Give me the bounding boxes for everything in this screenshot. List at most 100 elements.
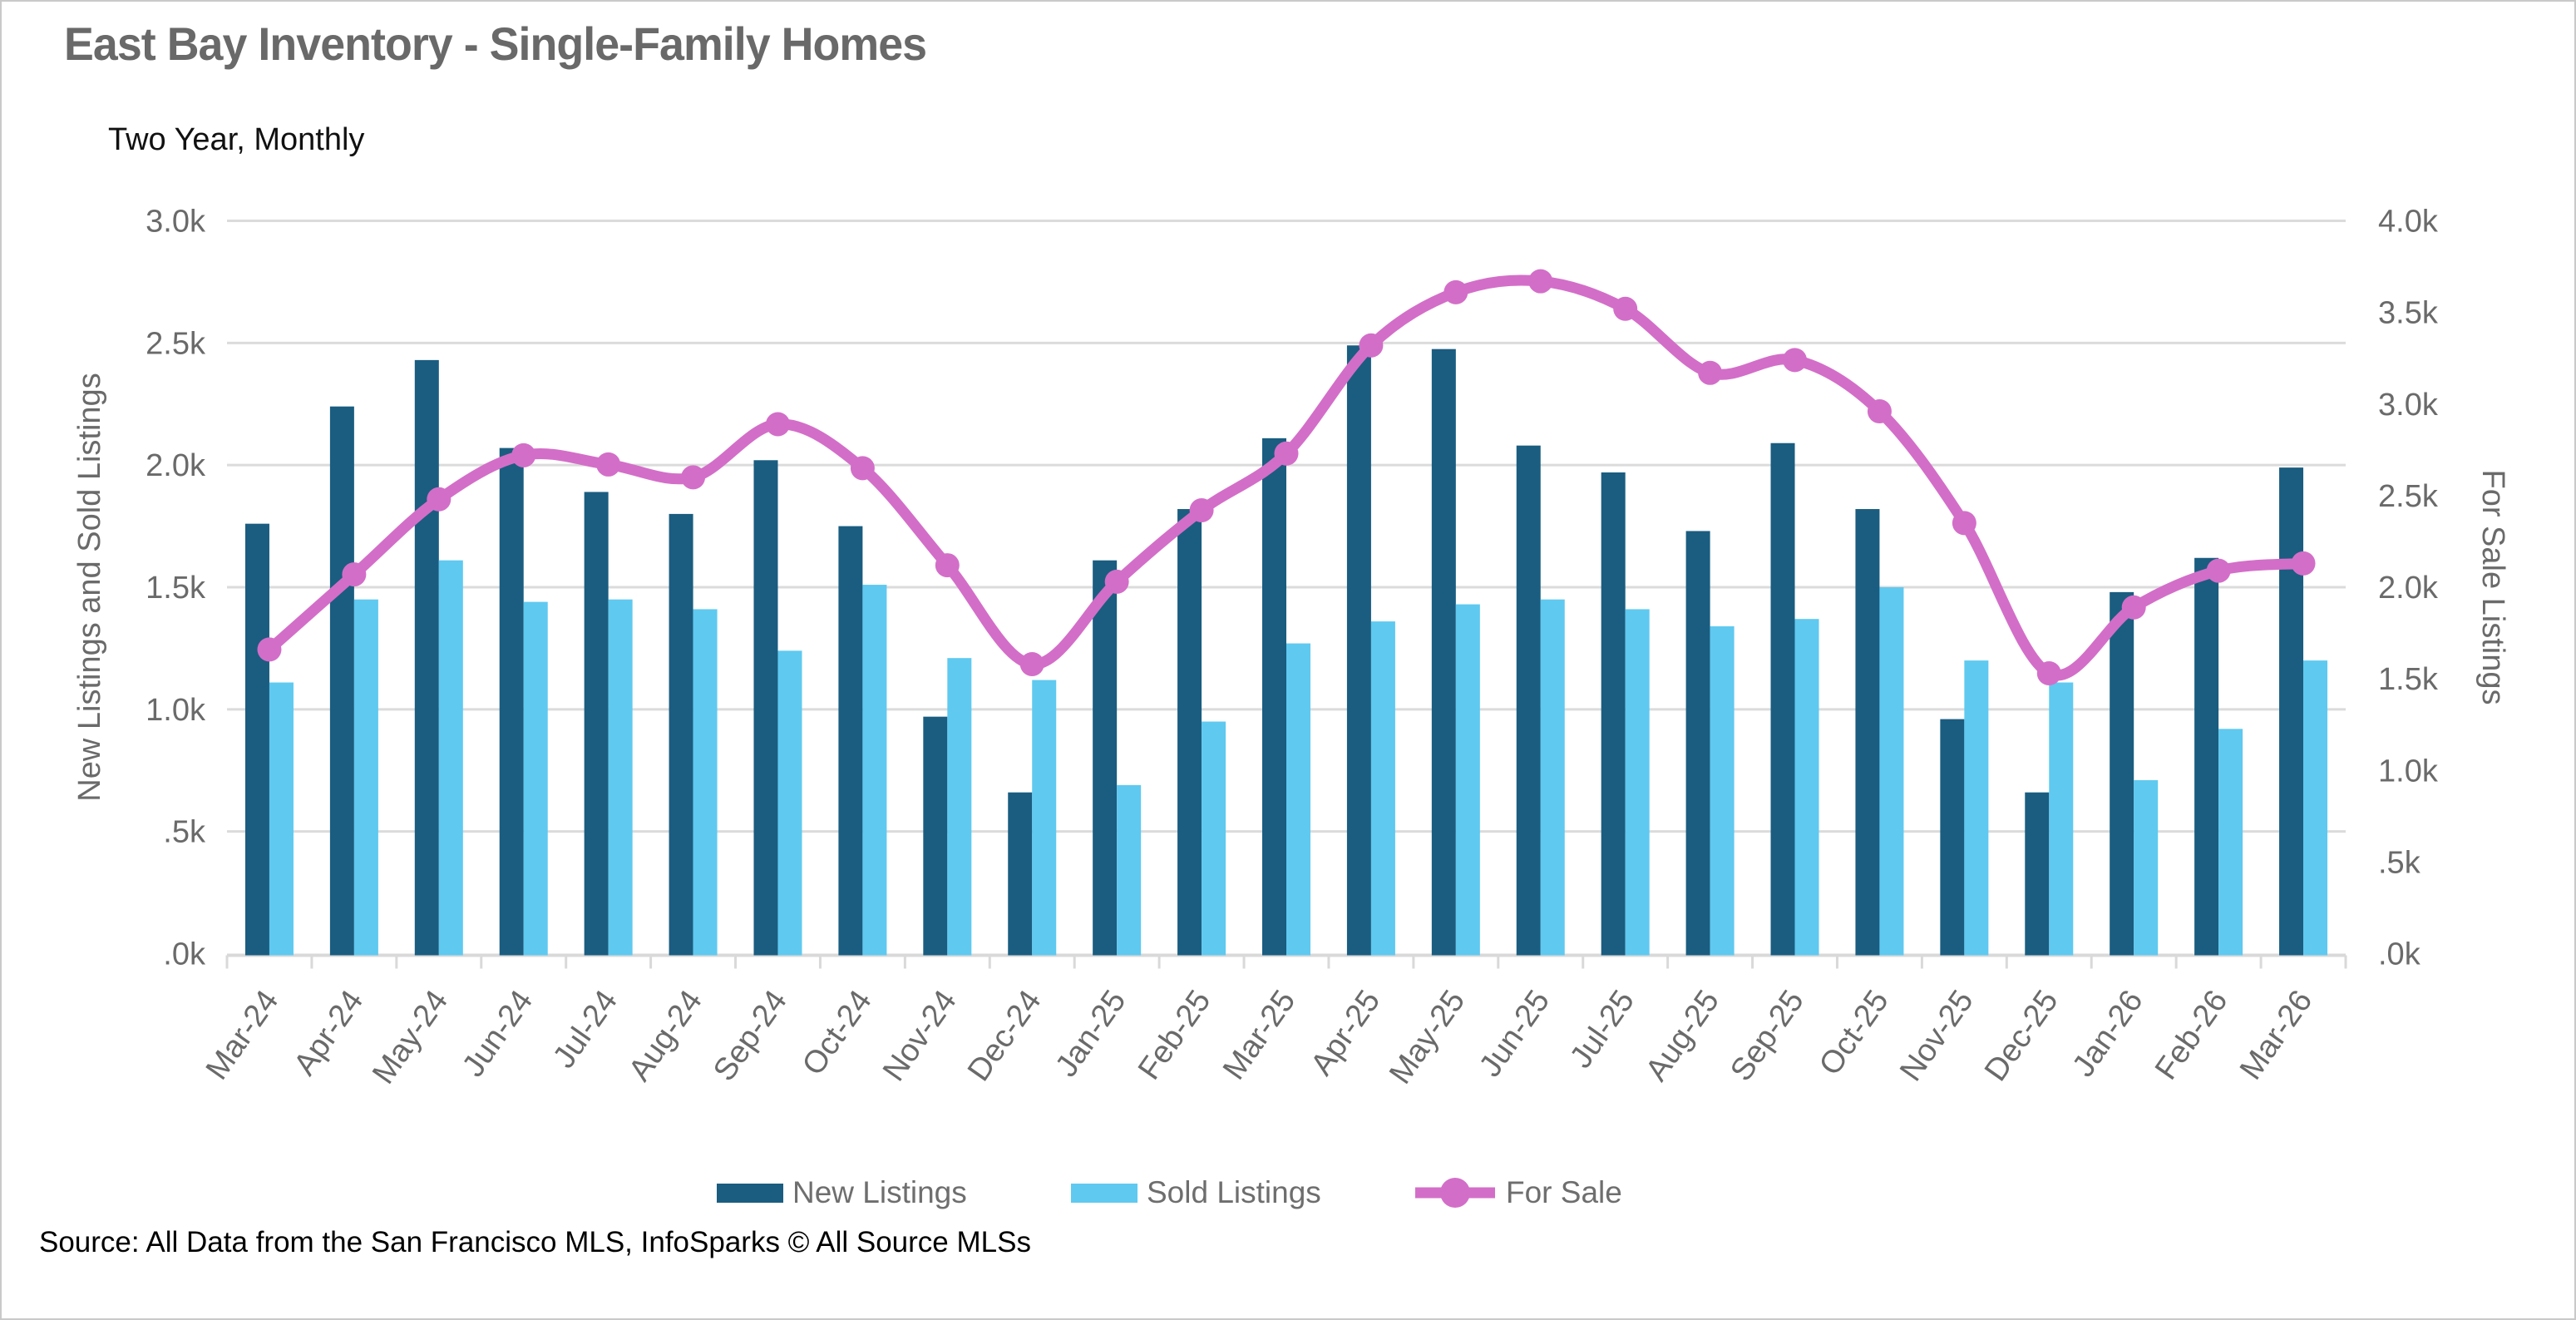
x-axis-month-label: Jul-25: [1563, 984, 1641, 1075]
right-axis-tick-label: .5k: [2378, 845, 2421, 880]
for-sale-point-Jun-24: [511, 442, 536, 467]
x-axis-month-label: Apr-25: [1304, 984, 1387, 1082]
right-axis-tick-label: 2.0k: [2378, 571, 2439, 606]
for-sale-point-Aug-25: [1698, 360, 1723, 385]
bar-sold-listings-Aug-25: [1710, 625, 1735, 956]
for-sale-point-Sep-25: [1783, 348, 1808, 373]
right-axis-tick-label: 1.0k: [2378, 754, 2439, 789]
for-sale-point-Apr-25: [1359, 333, 1384, 358]
bar-new-listings-Feb-25: [1177, 509, 1202, 956]
right-axis-tick-label: 3.5k: [2378, 296, 2439, 331]
x-axis-month-label: Jun-24: [456, 984, 540, 1083]
x-axis-month-label: Dec-24: [961, 984, 1049, 1087]
bar-sold-listings-Jul-25: [1625, 609, 1650, 956]
left-axis-title: New Listings and Sold Listings: [72, 373, 107, 801]
for-sale-point-Mar-25: [1274, 441, 1299, 466]
for-sale-point-Nov-25: [1952, 511, 1976, 536]
left-axis-tick-label: 2.5k: [146, 326, 206, 361]
x-axis-month-label: May-24: [366, 984, 455, 1090]
bar-new-listings-Mar-24: [244, 523, 269, 956]
bar-new-listings-Mar-26: [2279, 467, 2304, 956]
left-axis-tick-label: 2.0k: [146, 448, 206, 483]
bar-sold-listings-Apr-25: [1370, 621, 1395, 956]
right-axis-tick-label: 1.5k: [2378, 662, 2439, 697]
x-axis-month-label: Jan-25: [1049, 984, 1133, 1083]
for-sale-point-Feb-25: [1189, 497, 1214, 522]
for-sale-point-Oct-25: [1867, 399, 1892, 424]
bar-sold-listings-Mar-24: [269, 682, 294, 956]
bar-sold-listings-Jun-25: [1540, 599, 1565, 956]
for-sale-point-May-24: [427, 487, 452, 512]
legend: New Listings Sold Listings For Sale: [2, 1173, 2574, 1223]
legend-label-new-listings: New Listings: [792, 1175, 967, 1209]
bar-new-listings-Oct-25: [1855, 509, 1880, 956]
bar-new-listings-Jan-25: [1093, 560, 1118, 956]
bar-sold-listings-Oct-24: [862, 585, 887, 956]
for-sale-point-Nov-24: [935, 553, 960, 578]
bar-new-listings-Apr-24: [329, 406, 354, 956]
bar-sold-listings-Dec-24: [1032, 680, 1057, 956]
bar-new-listings-Aug-24: [669, 513, 693, 956]
right-axis-tick-label: 4.0k: [2378, 205, 2439, 240]
bar-sold-listings-Apr-24: [353, 599, 378, 956]
bar-new-listings-Nov-24: [923, 716, 948, 956]
bar-sold-listings-May-25: [1455, 604, 1480, 956]
bar-new-listings-Feb-26: [2194, 557, 2219, 956]
bar-new-listings-Aug-25: [1685, 531, 1710, 956]
x-axis-month-label: Feb-25: [1132, 984, 1217, 1086]
x-axis-month-label: May-25: [1383, 984, 1472, 1090]
bar-sold-listings-Nov-24: [947, 658, 972, 956]
bar-new-listings-Jun-25: [1516, 445, 1541, 956]
legend-item-for-sale: For Sale: [1414, 1173, 1622, 1213]
bar-new-listings-Sep-24: [753, 460, 778, 956]
left-axis-tick-label: .0k: [163, 937, 206, 972]
for-sale-point-Jul-24: [596, 452, 621, 477]
for-sale-point-Aug-24: [681, 465, 706, 490]
x-axis-month-label: Oct-25: [1813, 984, 1896, 1082]
page-title: East Bay Inventory - Single-Family Homes: [64, 17, 927, 70]
for-sale-point-Jan-26: [2121, 595, 2146, 620]
bar-new-listings-Jul-25: [1601, 472, 1626, 956]
x-axis-month-label: Feb-26: [2149, 984, 2234, 1086]
x-axis-month-label: Mar-25: [1216, 984, 1302, 1086]
for-sale-point-Oct-24: [850, 456, 875, 481]
bar-sold-listings-May-24: [438, 560, 463, 956]
x-axis-month-label: Aug-25: [1639, 984, 1726, 1087]
bar-sold-listings-Feb-26: [2218, 729, 2243, 956]
bar-new-listings-Mar-25: [1262, 438, 1286, 956]
bar-new-listings-Oct-24: [838, 526, 863, 956]
for-sale-point-Apr-24: [342, 562, 367, 587]
bar-sold-listings-Mar-25: [1286, 643, 1310, 956]
left-axis-tick-label: .5k: [163, 815, 206, 850]
bar-sold-listings-Mar-26: [2303, 660, 2328, 956]
x-axis-month-label: Jul-24: [546, 984, 624, 1075]
legend-item-sold-listings: Sold Listings: [1071, 1173, 1321, 1213]
bar-sold-listings-Dec-25: [2049, 682, 2074, 956]
bar-sold-listings-Jun-24: [523, 601, 548, 956]
x-axis-month-label: Jan-26: [2066, 984, 2150, 1083]
bar-new-listings-Dec-25: [2025, 792, 2050, 956]
bar-new-listings-Nov-25: [1940, 719, 1965, 956]
bar-sold-listings-Oct-25: [1879, 587, 1904, 956]
page-subtitle: Two Year, Monthly: [108, 122, 365, 157]
x-axis-month-label: Jun-25: [1473, 984, 1557, 1083]
for-sale-point-Jun-25: [1528, 269, 1553, 294]
for-sale-point-Feb-26: [2206, 558, 2231, 583]
right-axis-tick-label: 3.0k: [2378, 388, 2439, 423]
for-sale-point-Jan-25: [1104, 569, 1129, 594]
bar-new-listings-Jun-24: [499, 447, 524, 956]
left-axis-tick-label: 1.0k: [146, 693, 206, 728]
legend-label-sold-listings: Sold Listings: [1147, 1175, 1321, 1209]
bar-sold-listings-Sep-25: [1794, 619, 1819, 956]
x-axis-month-label: Nov-24: [876, 984, 964, 1087]
bar-sold-listings-Jan-25: [1117, 784, 1142, 956]
bar-sold-listings-Aug-24: [693, 609, 718, 956]
for-sale-point-Mar-26: [2291, 551, 2316, 576]
right-axis-tick-label: .0k: [2378, 937, 2421, 972]
bar-sold-listings-Jul-24: [608, 599, 633, 956]
bar-new-listings-Dec-24: [1008, 792, 1033, 956]
x-axis-month-label: Apr-24: [287, 984, 370, 1082]
legend-marker-for-sale-icon: [1415, 1178, 1495, 1208]
x-axis-month-label: Mar-24: [200, 984, 285, 1086]
